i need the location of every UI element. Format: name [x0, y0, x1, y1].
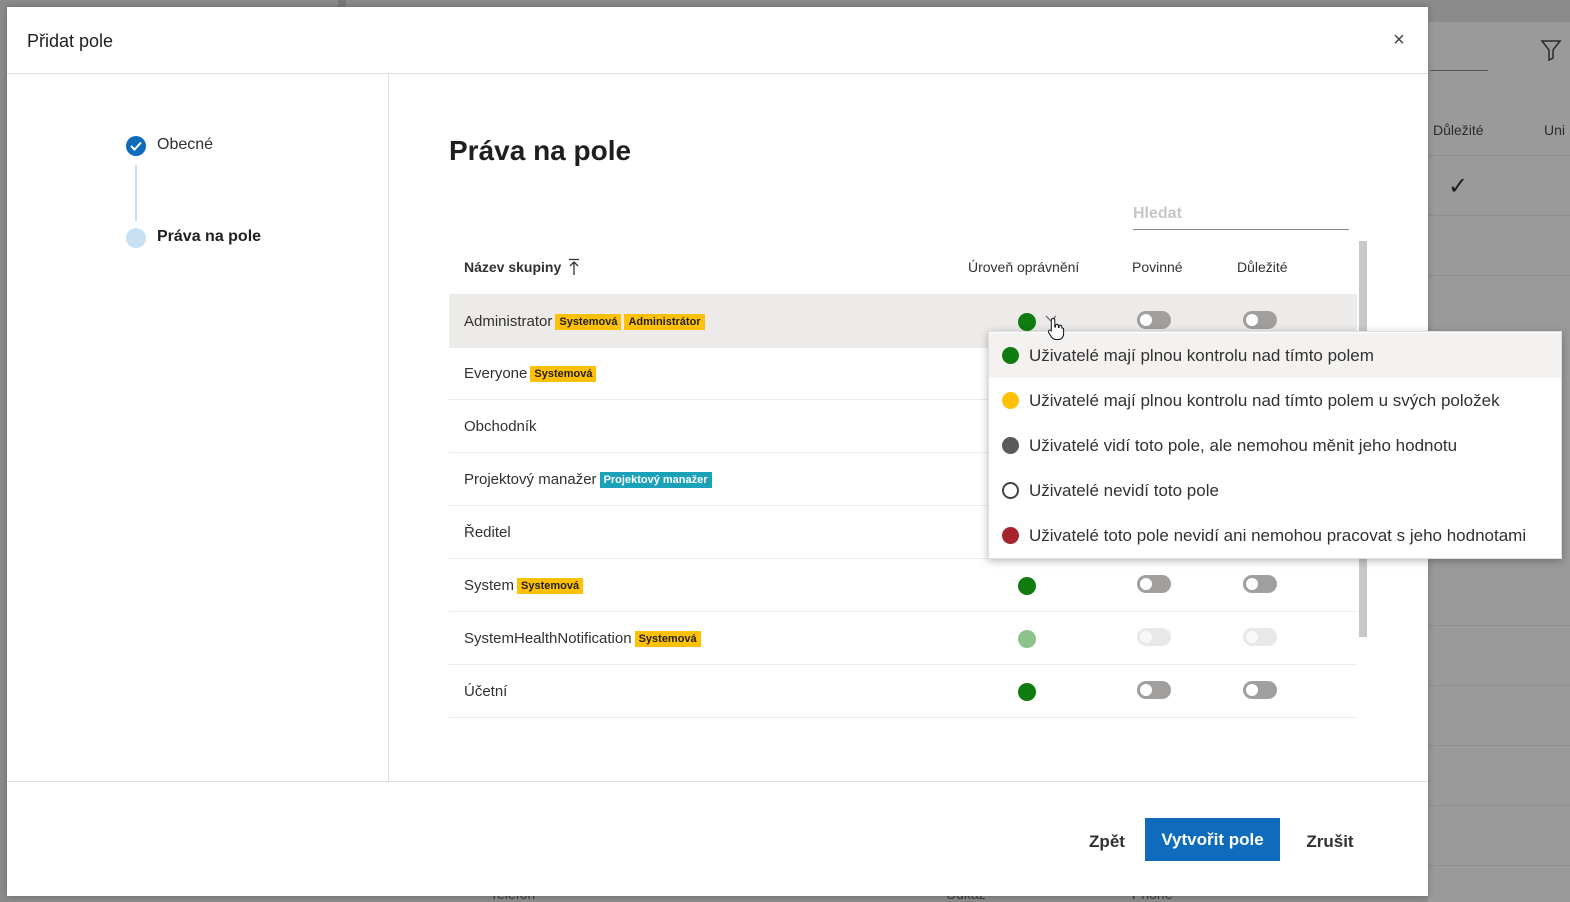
badge-system: Systemová [634, 631, 701, 647]
group-name-text: System [464, 577, 515, 594]
column-header-permission-level: Úroveň oprávnění [968, 259, 1080, 275]
group-name: Everyone Systemová [464, 365, 597, 382]
background-search-underline [1430, 70, 1488, 71]
hand-cursor-icon [1047, 317, 1065, 346]
badge-project-manager: Projektový manažer [599, 472, 712, 488]
group-name: Projektový manažer Projektový manažer [464, 471, 712, 488]
dialog-title: Přidat pole [27, 31, 114, 51]
back-button[interactable]: Zpět [1089, 832, 1125, 851]
badge-system: Systemová [530, 366, 597, 382]
status-dot-icon [1002, 527, 1019, 544]
group-name: Účetní [464, 683, 507, 700]
group-name: Obchodník [464, 418, 537, 435]
step-current-icon [126, 228, 146, 248]
column-header-important: Důležité [1237, 259, 1288, 275]
background-topbar [1428, 0, 1570, 22]
status-dot-icon [1002, 437, 1019, 454]
footer-divider [7, 781, 1428, 782]
important-toggle[interactable] [1243, 575, 1277, 593]
permission-level-indicator [1018, 630, 1036, 648]
background-row-divider [1428, 745, 1570, 746]
step-general[interactable]: Obecné [157, 136, 214, 153]
permission-level-indicator[interactable] [1018, 683, 1036, 701]
background-top-strip [0, 0, 346, 8]
table-row[interactable]: SystemHealthNotification Systemová [449, 612, 1357, 665]
background-separator [338, 0, 346, 8]
column-header-group-name[interactable]: Název skupiny [464, 259, 562, 275]
status-dot-icon [1002, 482, 1019, 499]
status-dot-icon [1002, 392, 1019, 409]
sort-ascending-icon[interactable] [567, 258, 581, 281]
required-toggle[interactable] [1137, 575, 1171, 593]
option-label: Uživatelé mají plnou kontrolu nad tímto … [1029, 391, 1500, 410]
badge-system: Systemová [555, 314, 622, 330]
step-field-rights[interactable]: Práva na pole [157, 228, 262, 245]
table-row[interactable]: Účetní [449, 665, 1357, 718]
option-label: Uživatelé nevidí toto pole [1029, 481, 1219, 500]
background-row-divider [1428, 685, 1570, 686]
sidebar-divider [388, 73, 389, 781]
create-field-button[interactable]: Vytvořit pole [1145, 818, 1280, 861]
table-row[interactable]: Ředitel [449, 506, 1357, 559]
step-done-icon [126, 136, 146, 156]
permission-option-full-control[interactable]: Uživatelé mají plnou kontrolu nad tímto … [989, 333, 1561, 378]
permission-option-read-only[interactable]: Uživatelé vidí toto pole, ale nemohou mě… [989, 423, 1561, 468]
group-name-text: Projektový manažer [464, 471, 597, 488]
group-name-text: Ředitel [464, 524, 511, 541]
table-row[interactable]: System Systemová [449, 559, 1357, 612]
important-toggle[interactable] [1243, 681, 1277, 699]
search-input[interactable] [1133, 199, 1349, 230]
group-name-text: Everyone [464, 365, 528, 382]
permission-level-indicator[interactable] [1018, 577, 1036, 595]
group-name-text: Administrator [464, 313, 553, 330]
group-name: SystemHealthNotification Systemová [464, 630, 701, 647]
group-name: Ředitel [464, 524, 511, 541]
permission-level-dropdown: Uživatelé mají plnou kontrolu nad tímto … [988, 331, 1562, 559]
background-row-divider [1428, 805, 1570, 806]
background-row-divider [1428, 275, 1570, 276]
background-row-divider [1428, 215, 1570, 216]
required-toggle[interactable] [1137, 681, 1171, 699]
cancel-button[interactable]: Zrušit [1306, 832, 1354, 851]
step-connector [135, 165, 137, 221]
required-toggle[interactable] [1137, 311, 1171, 329]
group-name-text: Účetní [464, 683, 508, 700]
option-label: Uživatelé vidí toto pole, ale nemohou mě… [1029, 436, 1458, 455]
badge-administrator: Administrátor [624, 314, 705, 330]
background-row-divider [1428, 155, 1570, 156]
important-toggle[interactable] [1243, 311, 1277, 329]
required-toggle [1137, 628, 1171, 646]
permission-option-hidden[interactable]: Uživatelé nevidí toto pole [989, 468, 1561, 513]
table-row[interactable]: Everyone Systemová [449, 347, 1357, 400]
page-title: Práva na pole [449, 135, 632, 166]
background-row-divider [1428, 865, 1570, 866]
group-name: Administrator Systemová Administrátor [464, 313, 705, 330]
option-label: Uživatelé mají plnou kontrolu nad tímto … [1029, 346, 1374, 365]
permission-option-own-items[interactable]: Uživatelé mají plnou kontrolu nad tímto … [989, 378, 1561, 423]
table-row[interactable]: Projektový manažer Projektový manažer [449, 453, 1357, 506]
background-column-header: Důležité [1433, 122, 1484, 138]
important-toggle [1243, 628, 1277, 646]
group-name-text: SystemHealthNotification [464, 630, 632, 647]
filter-icon [1540, 38, 1562, 67]
background-row-divider [1428, 625, 1570, 626]
permission-option-no-access[interactable]: Uživatelé toto pole nevidí ani nemohou p… [989, 513, 1561, 558]
table-row[interactable]: Obchodník [449, 400, 1357, 453]
header-divider [7, 73, 1428, 74]
status-dot-icon [1002, 347, 1019, 364]
background-column-header: Uni [1544, 122, 1566, 138]
group-name: System Systemová [464, 577, 584, 594]
badge-system: Systemová [517, 578, 584, 594]
column-header-required: Povinné [1132, 259, 1183, 275]
close-icon[interactable]: × [1393, 29, 1405, 51]
permission-level-indicator[interactable] [1018, 313, 1036, 331]
checkmark-icon: ✓ [1448, 173, 1469, 200]
group-name-text: Obchodník [464, 418, 537, 435]
option-label: Uživatelé toto pole nevidí ani nemohou p… [1029, 526, 1527, 545]
